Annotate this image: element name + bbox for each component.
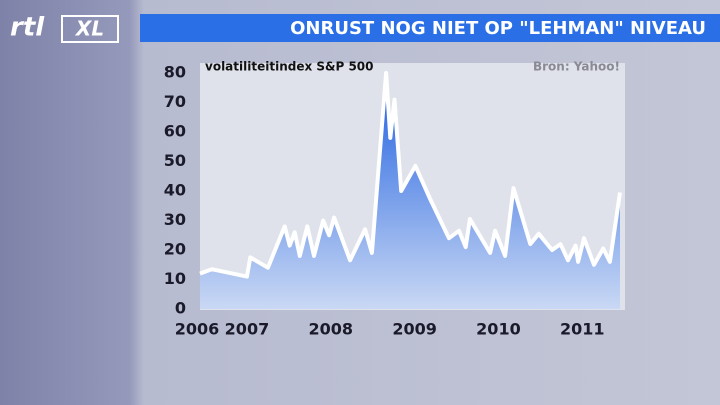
- y-tick-label: 50: [164, 151, 186, 170]
- area: [200, 73, 620, 309]
- x-tick-label: 2011: [560, 320, 605, 339]
- y-tick-label: 10: [164, 269, 186, 288]
- logo-channel: XL: [74, 17, 104, 41]
- logo-brand: rtl: [10, 13, 45, 43]
- x-tick-label: 2007: [225, 320, 270, 339]
- y-tick-label: 40: [164, 181, 186, 200]
- chart-subtitle: volatiliteitindex S&P 500: [205, 60, 374, 74]
- x-tick-label: 2009: [392, 320, 437, 339]
- source-note: Bron: Yahoo!: [533, 60, 620, 74]
- x-tick-label: 2010: [476, 320, 521, 339]
- line: [199, 71, 622, 279]
- chart-title: ONRUST NOG NIET OP "LEHMAN" NIVEAU: [290, 18, 706, 39]
- y-tick-label: 0: [175, 299, 186, 318]
- logo-box: [61, 15, 119, 43]
- title-bar: [140, 14, 720, 42]
- x-axis-start-label: 2006: [175, 320, 220, 339]
- y-tick-label: 60: [164, 122, 186, 141]
- y-tick-label: 20: [164, 240, 186, 259]
- y-tick-label: 30: [164, 210, 186, 229]
- y-tick-label: 70: [164, 92, 186, 111]
- x-tick-label: 2008: [309, 320, 354, 339]
- y-tick-label: 80: [164, 63, 186, 82]
